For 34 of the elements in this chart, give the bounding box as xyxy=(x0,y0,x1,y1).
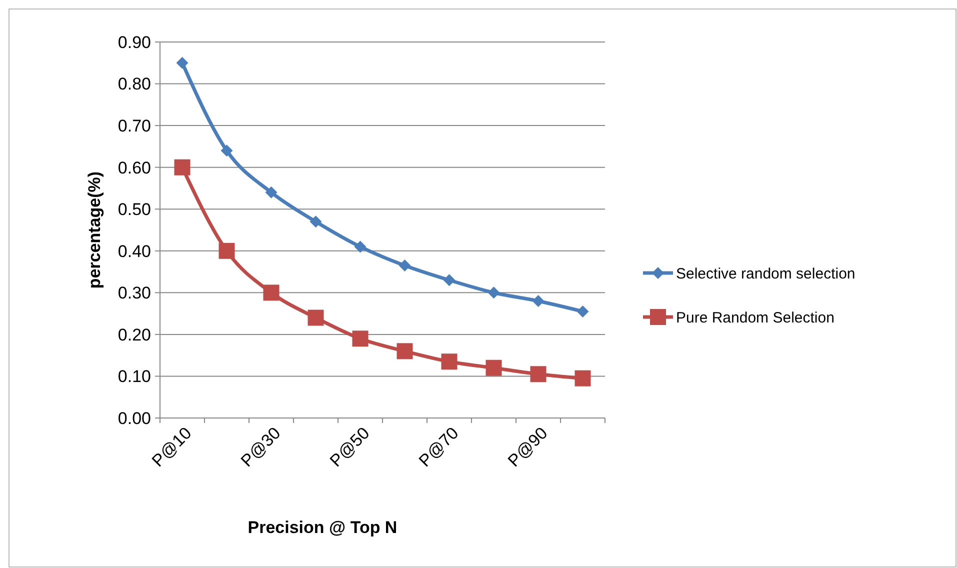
y-tick-label: 0.50 xyxy=(118,200,151,220)
y-tick-label: 0.20 xyxy=(118,325,151,344)
point xyxy=(263,284,280,301)
point xyxy=(443,274,456,286)
point xyxy=(174,159,190,176)
point xyxy=(265,186,278,198)
legend-label: Selective random selection xyxy=(676,265,856,282)
y-tick-label: 0.10 xyxy=(118,367,151,386)
point xyxy=(486,360,502,376)
point xyxy=(532,295,544,308)
point xyxy=(488,286,500,299)
point xyxy=(530,366,546,382)
point xyxy=(576,305,589,318)
point xyxy=(220,144,233,157)
y-axis-title: percentage(%) xyxy=(85,171,104,289)
point xyxy=(398,260,411,272)
point xyxy=(176,56,188,69)
point xyxy=(441,354,458,370)
point xyxy=(218,242,235,259)
y-tick-label: 0.60 xyxy=(118,158,151,178)
point xyxy=(354,240,366,253)
y-tick-label: 0.70 xyxy=(118,116,151,136)
y-tick-label: 0.80 xyxy=(118,74,151,94)
legend-label: Pure Random Selection xyxy=(676,309,834,326)
point xyxy=(308,310,324,326)
x-axis-title: Precision @ Top N xyxy=(248,518,398,537)
y-tick-label: 0.30 xyxy=(118,284,151,303)
y-tick-label: 0.40 xyxy=(118,242,151,261)
point xyxy=(352,330,368,347)
y-tick-label: 0.00 xyxy=(118,408,151,428)
y-tick-label: 0.90 xyxy=(118,32,151,52)
point xyxy=(574,370,591,386)
point xyxy=(310,216,322,228)
point xyxy=(396,343,413,360)
